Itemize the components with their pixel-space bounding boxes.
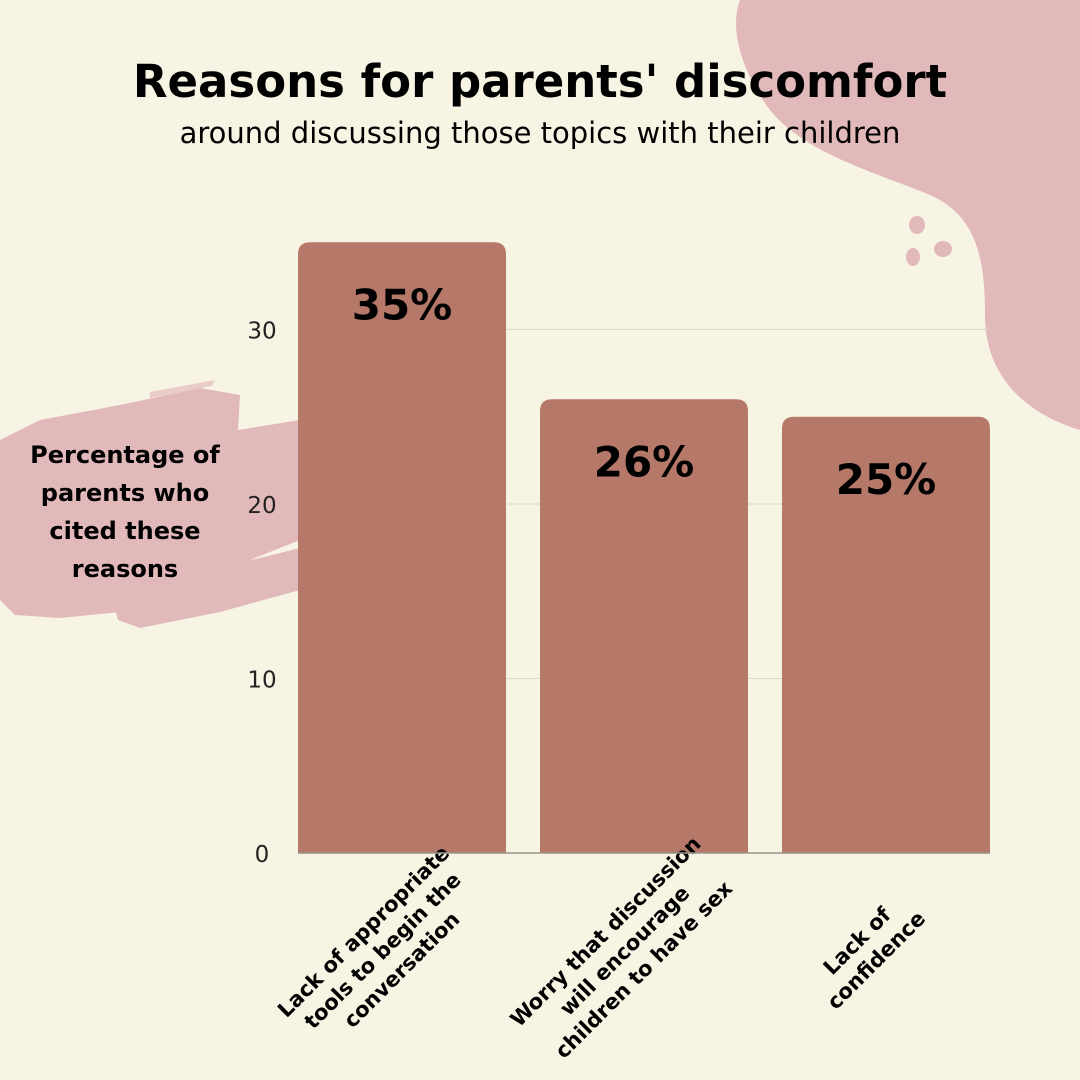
decor-dot [906,248,920,266]
y-tick-label: 30 [247,319,276,345]
data-label: 35% [352,280,453,329]
corner-blob [736,0,1080,430]
decor-dot [909,216,925,234]
y-axis-label: Percentage of parents who cited these re… [30,441,220,583]
bar [782,416,990,853]
y-tick-label: 0 [255,842,270,868]
bar [298,242,506,853]
y-tick-label: 10 [247,668,276,694]
y-tick-label: 20 [247,493,276,519]
bar [540,399,748,853]
chart-subtitle: around discussing those topics with thei… [179,116,901,150]
chart-title: Reasons for parents' discomfort [132,55,948,108]
x-tick-label-line: tools to begin the [300,868,466,1034]
data-label: 26% [594,437,695,486]
data-label: 25% [836,455,937,504]
decor-dot [934,241,952,257]
brush-stroke [0,380,300,628]
